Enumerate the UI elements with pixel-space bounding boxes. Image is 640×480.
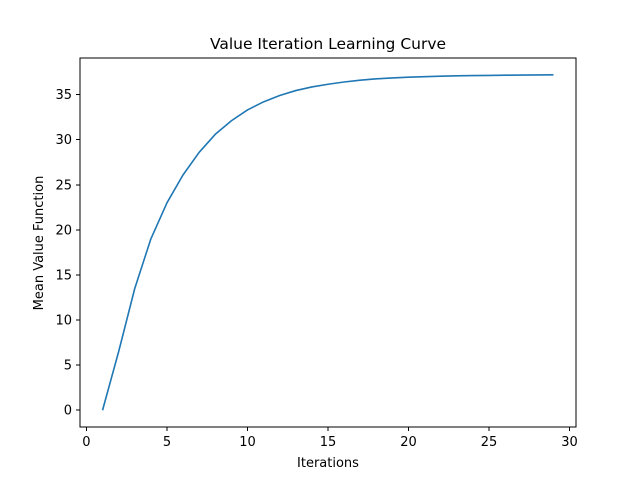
y-tick-label: 20 — [55, 223, 72, 238]
y-tick-label: 0 — [64, 404, 72, 419]
x-tick-label: 10 — [239, 435, 256, 450]
x-tick-label: 15 — [320, 435, 337, 450]
y-tick-label: 15 — [55, 268, 72, 283]
series-group — [101, 73, 554, 411]
y-tick-label: 10 — [55, 314, 72, 329]
x-tick-label: 5 — [163, 435, 171, 450]
x-axis-label: Iterations — [297, 456, 359, 471]
x-tick-label: 25 — [481, 435, 498, 450]
y-tick-label: 25 — [55, 178, 72, 193]
axes: 0 5 10 15 20 25 30 0 5 10 15 20 25 30 35 — [55, 57, 578, 450]
x-tick-label: 20 — [400, 435, 417, 450]
y-tick-label: 30 — [55, 133, 72, 148]
y-tick-label: 5 — [64, 359, 72, 374]
series-line-0 — [101, 73, 554, 411]
y-tick-label: 35 — [55, 88, 72, 103]
chart-title: Value Iteration Learning Curve — [210, 35, 446, 53]
x-tick-label: 30 — [561, 435, 578, 450]
x-tick-label: 0 — [82, 435, 90, 450]
y-axis-label: Mean Value Function — [32, 176, 47, 311]
